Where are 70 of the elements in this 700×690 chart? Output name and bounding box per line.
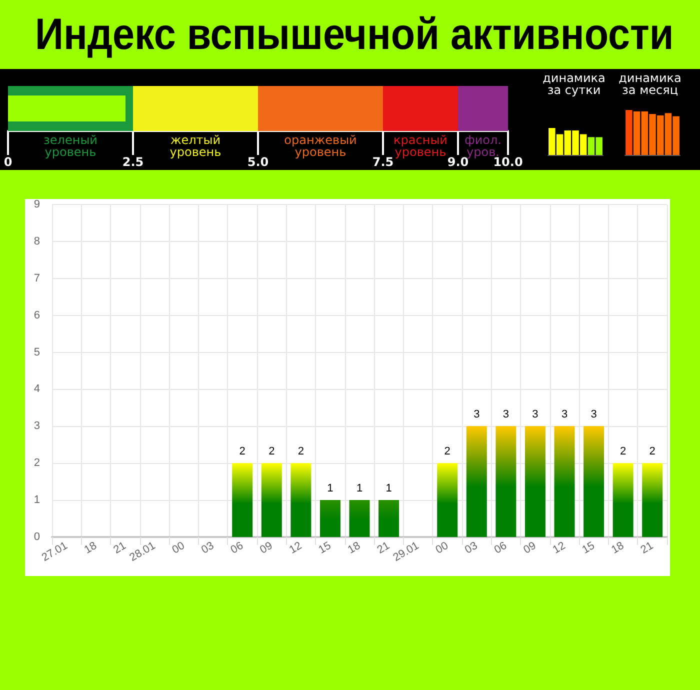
data-label: 3 — [532, 408, 538, 421]
x-tick-label: 12 — [287, 540, 304, 556]
x-tick-label: 10.0 — [493, 155, 523, 169]
x-tick-label: 03 — [199, 540, 216, 556]
data-label: 2 — [649, 446, 656, 458]
bar — [378, 500, 400, 537]
y-tick-label: 1 — [34, 494, 40, 506]
bar — [642, 463, 663, 537]
data-label: 2 — [444, 446, 450, 458]
x-tick-label: 12 — [550, 540, 568, 556]
x-tick-label: 18 — [609, 540, 626, 556]
x-tick-label: 2.5 — [122, 155, 144, 169]
chart-title: динамика за месяц — [618, 71, 682, 97]
y-tick-label: 8 — [34, 235, 40, 248]
bar — [290, 463, 312, 537]
x-tick-label: 15 — [580, 540, 597, 556]
data-label: 1 — [356, 482, 363, 495]
bar — [612, 463, 634, 537]
bar — [626, 110, 632, 155]
bar — [466, 426, 487, 537]
band-label: оранжевый уровень — [284, 133, 357, 159]
x-tick-label: 21 — [112, 540, 128, 556]
data-label: 2 — [298, 446, 304, 458]
y-tick-label: 4 — [34, 383, 40, 396]
band-label: желтый уровень — [170, 133, 222, 159]
band-label: красный уровень — [394, 133, 448, 159]
y-tick-label: 9 — [34, 198, 40, 210]
bar — [554, 426, 575, 537]
chart-title: динамика за сутки — [542, 71, 606, 97]
data-label: 3 — [590, 408, 597, 421]
data-label: 3 — [561, 408, 568, 421]
y-tick-label: 7 — [34, 272, 40, 284]
data-label: 3 — [502, 408, 509, 421]
bar — [320, 500, 340, 537]
x-tick-label: 21 — [638, 540, 656, 556]
x-tick-label: 09 — [258, 540, 275, 556]
x-tick-label: 18 — [346, 540, 362, 556]
band-label: зеленый уровень — [44, 133, 98, 159]
data-label: 3 — [474, 408, 480, 421]
x-tick-label: 0 — [4, 155, 12, 169]
x-tick-label: 00 — [434, 540, 450, 556]
x-tick-label: 9.0 — [447, 155, 469, 169]
x-tick-label: 7.5 — [372, 155, 394, 169]
data-label: 2 — [268, 446, 275, 458]
data-label: 1 — [327, 482, 334, 495]
bar — [496, 426, 516, 537]
x-tick-label: 21 — [375, 540, 392, 556]
y-tick-label: 2 — [34, 457, 40, 470]
x-tick-label: 06 — [228, 540, 246, 556]
y-tick-label: 6 — [34, 309, 40, 322]
bar — [524, 426, 546, 537]
data-label: 2 — [239, 446, 246, 458]
y-tick-label: 3 — [34, 420, 40, 432]
chart-title: Индекс вспышечной активности — [35, 10, 674, 60]
x-tick-label: 00 — [170, 540, 187, 556]
x-tick-label: 5.0 — [247, 155, 269, 169]
bar — [232, 463, 253, 537]
data-label: 2 — [620, 446, 626, 458]
y-tick-label: 5 — [34, 346, 40, 358]
x-tick-label: 15 — [316, 540, 334, 556]
x-tick-label: 06 — [492, 540, 509, 556]
x-tick-label: 09 — [522, 540, 538, 556]
bar — [349, 500, 370, 537]
x-tick-label: 18 — [82, 540, 99, 556]
y-tick-label: 0 — [34, 531, 40, 543]
bar — [437, 463, 458, 537]
x-tick-label: 03 — [463, 540, 480, 556]
bar — [584, 426, 604, 537]
bar — [261, 463, 282, 537]
data-label: 1 — [386, 482, 392, 495]
